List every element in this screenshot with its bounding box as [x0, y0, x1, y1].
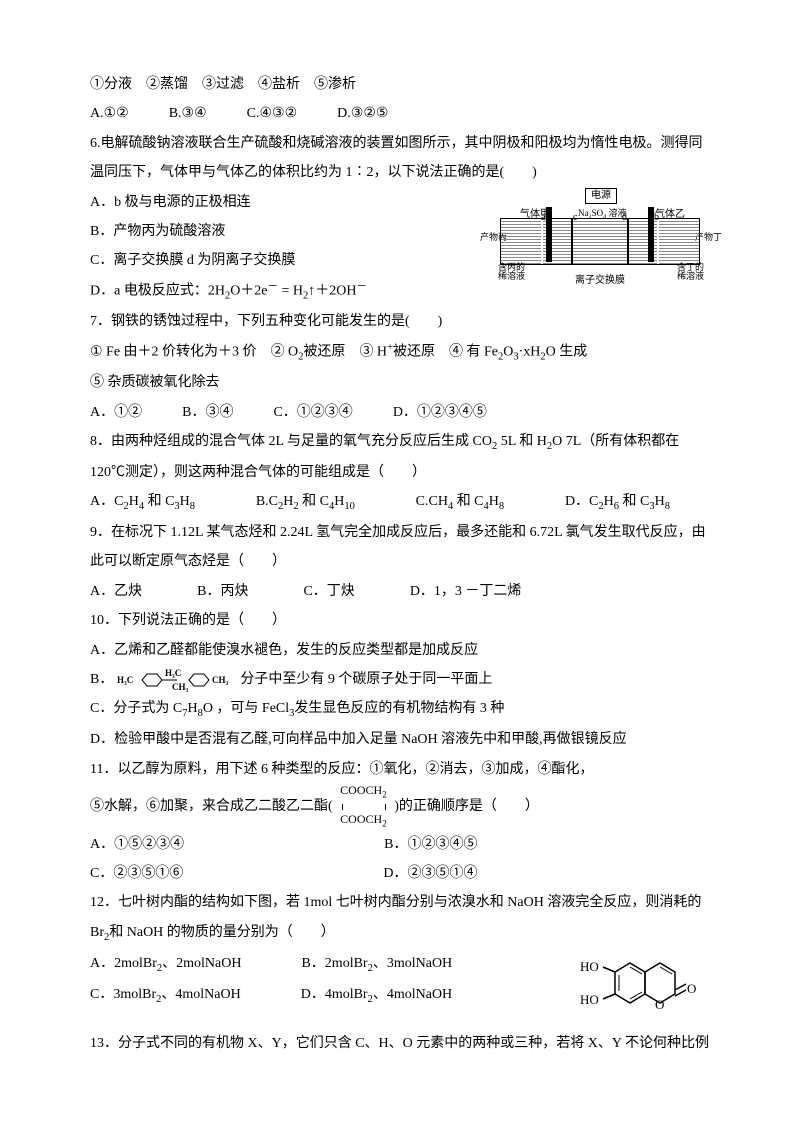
q9-d: D．1，3 －丁二烯 — [410, 577, 522, 606]
q10-d: D．检验甲酸中是否混有乙醛,可向样品中加入足量 NaOH 溶液先中和甲酸,再做银… — [90, 725, 710, 754]
q12-b: B．2molBr2、3molNaOH — [301, 949, 452, 980]
q7-d: D．①②③④⑤ — [393, 398, 487, 427]
q12-stem: 12．七叶树内酯的结构如下图，若 1mol 七叶树内酯分别与浓溴水和 NaOH … — [90, 888, 710, 948]
label-a: a — [541, 207, 545, 228]
q13-stem: 13．分子式不同的有机物 X、Y，它们只含 C、H、O 元素中的两种或三种，若将… — [90, 1029, 710, 1058]
q10-a: A．乙烯和乙醛都能使溴水褪色，发生的反应类型都是加成反应 — [90, 636, 710, 665]
svg-text:O: O — [687, 981, 696, 996]
shade-left — [501, 219, 541, 264]
label-c: c — [573, 207, 577, 228]
label-d: d — [622, 207, 627, 228]
q8-opts: A．C2H4 和 C3H8 B.C2H2 和 C4H10 C.CH4 和 C4H… — [90, 487, 710, 518]
svg-text:CH₃: CH₃ — [212, 675, 229, 685]
q7-c: C．①②③④ — [273, 398, 352, 427]
biphenyl-molecule-icon: H₃C H₃C CH₃ CH₃ — [117, 668, 237, 692]
tank: a b c d — [500, 218, 700, 265]
q9-c: C．丁炔 — [303, 577, 354, 606]
q11-stem-2: ⑤水解，⑥加聚，来合成乙二酸乙二酯( COOCH2 COOCH2 )的正确顺序是… — [90, 784, 710, 830]
q7-b: B．③④ — [182, 398, 233, 427]
svg-text:H₃C: H₃C — [117, 675, 133, 685]
label-b: b — [654, 207, 659, 228]
svg-text:CH₃: CH₃ — [172, 682, 189, 692]
q10-stem: 10．下列说法正确的是（ ） — [90, 606, 710, 635]
q7-opts: A．①② B．③④ C．①②③④ D．①②③④⑤ — [90, 398, 710, 427]
svg-text:O: O — [655, 997, 664, 1012]
diester-structure-icon: COOCH2 COOCH2 — [336, 784, 391, 830]
membrane-label: 离子交换膜 — [575, 270, 625, 291]
opt-d: D.③②⑤ — [337, 99, 388, 128]
q8-d: D．C2H6 和 C3H8 — [565, 487, 670, 518]
q11-b: B．①②③④⑤ — [384, 830, 477, 859]
options-methods: A.①② B.③④ C.④③② D.③②⑤ — [90, 99, 710, 128]
q8-c: C.CH4 和 C4H8 — [416, 487, 505, 518]
q9-opts: A．乙炔 B．丙炔 C．丁炔 D．1，3 －丁二烯 — [90, 577, 710, 606]
svg-text:H₃C: H₃C — [165, 668, 181, 678]
esculetin-molecule-icon: HO HO O O — [580, 949, 710, 1029]
q6-stem: 6.电解硫酸钠溶液联合生产硫酸和烧碱溶液的装置如图所示，其中阴极和阳极均为惰性电… — [90, 129, 710, 188]
q7-stem: 7．钢铁的锈蚀过程中，下列五种变化可能发生的是( ) — [90, 307, 710, 336]
line-methods: ①分液 ②蒸馏 ③过滤 ④盐析 ⑤渗析 — [90, 70, 710, 99]
q8-b: B.C2H2 和 C4H10 — [256, 487, 355, 518]
q10-c: C．分子式为 C7H8O ，可与 FeCl3发生显色反应的有机物结构有 3 种 — [90, 694, 710, 725]
shade-mid — [543, 219, 657, 264]
q8-stem: 8．由两种烃组成的混合气体 2L 与足量的氧气充分反应后生成 CO2 5L 和 … — [90, 427, 710, 487]
q11-opts: A．①⑤②③④ B．①②③④⑤ C．②③⑤①⑥ D．②③⑤①④ — [90, 830, 710, 889]
opt-c: C.④③② — [247, 99, 298, 128]
q8-a: A．C2H4 和 C3H8 — [90, 487, 195, 518]
dilute-right: 含丁的 稀溶液 — [677, 263, 704, 283]
q10-b: B． H₃C H₃C CH₃ CH₃ 分子中至少有 9 个碳原子处于同一平面上 — [90, 665, 710, 694]
dilute-left: 含丙的 稀溶液 — [498, 263, 525, 283]
opt-a: A.①② — [90, 99, 129, 128]
svg-text:HO: HO — [580, 959, 599, 974]
q11-stem-1: 11．以乙醇为原料，用下述 6 种类型的反应：①氧化，②消去，③加成，④酯化， — [90, 755, 710, 784]
q11-d: D．②③⑤①④ — [383, 859, 477, 888]
battery-label: 电源 — [585, 188, 617, 204]
shade-right — [659, 219, 699, 264]
membrane-d — [627, 219, 629, 264]
q7-items-2: ⑤ 杂质碳被氧化除去 — [90, 368, 710, 397]
q12-a: A．2molBr2、2molNaOH — [90, 949, 241, 980]
q7-a: A．①② — [90, 398, 142, 427]
q7-items-1: ① Fe 由＋2 价转化为＋3 价 ② O2被还原 ③ H+被还原 ④ 有 Fe… — [90, 337, 710, 369]
q12-d: D．4molBr2、4molNaOH — [301, 980, 452, 1011]
q9-stem: 9．在标况下 1.12L 某气态烃和 2.24L 氢气完全加成反应后，最多还能和… — [90, 518, 710, 577]
q12-c: C．3molBr2、4molNaOH — [90, 980, 241, 1011]
q9-a: A．乙炔 — [90, 577, 142, 606]
svg-text:HO: HO — [580, 992, 599, 1007]
electrolysis-diagram: 电源 气体甲 Na₂SO₄ 溶液 气体乙 产物丙 产物丁 a b c d 含丙的… — [490, 188, 710, 298]
q11-a: A．①⑤②③④ — [90, 830, 184, 859]
q9-b: B．丙炔 — [197, 577, 248, 606]
q11-c: C．②③⑤①⑥ — [90, 859, 183, 888]
electrode-a — [546, 207, 552, 262]
opt-b: B.③④ — [169, 99, 207, 128]
